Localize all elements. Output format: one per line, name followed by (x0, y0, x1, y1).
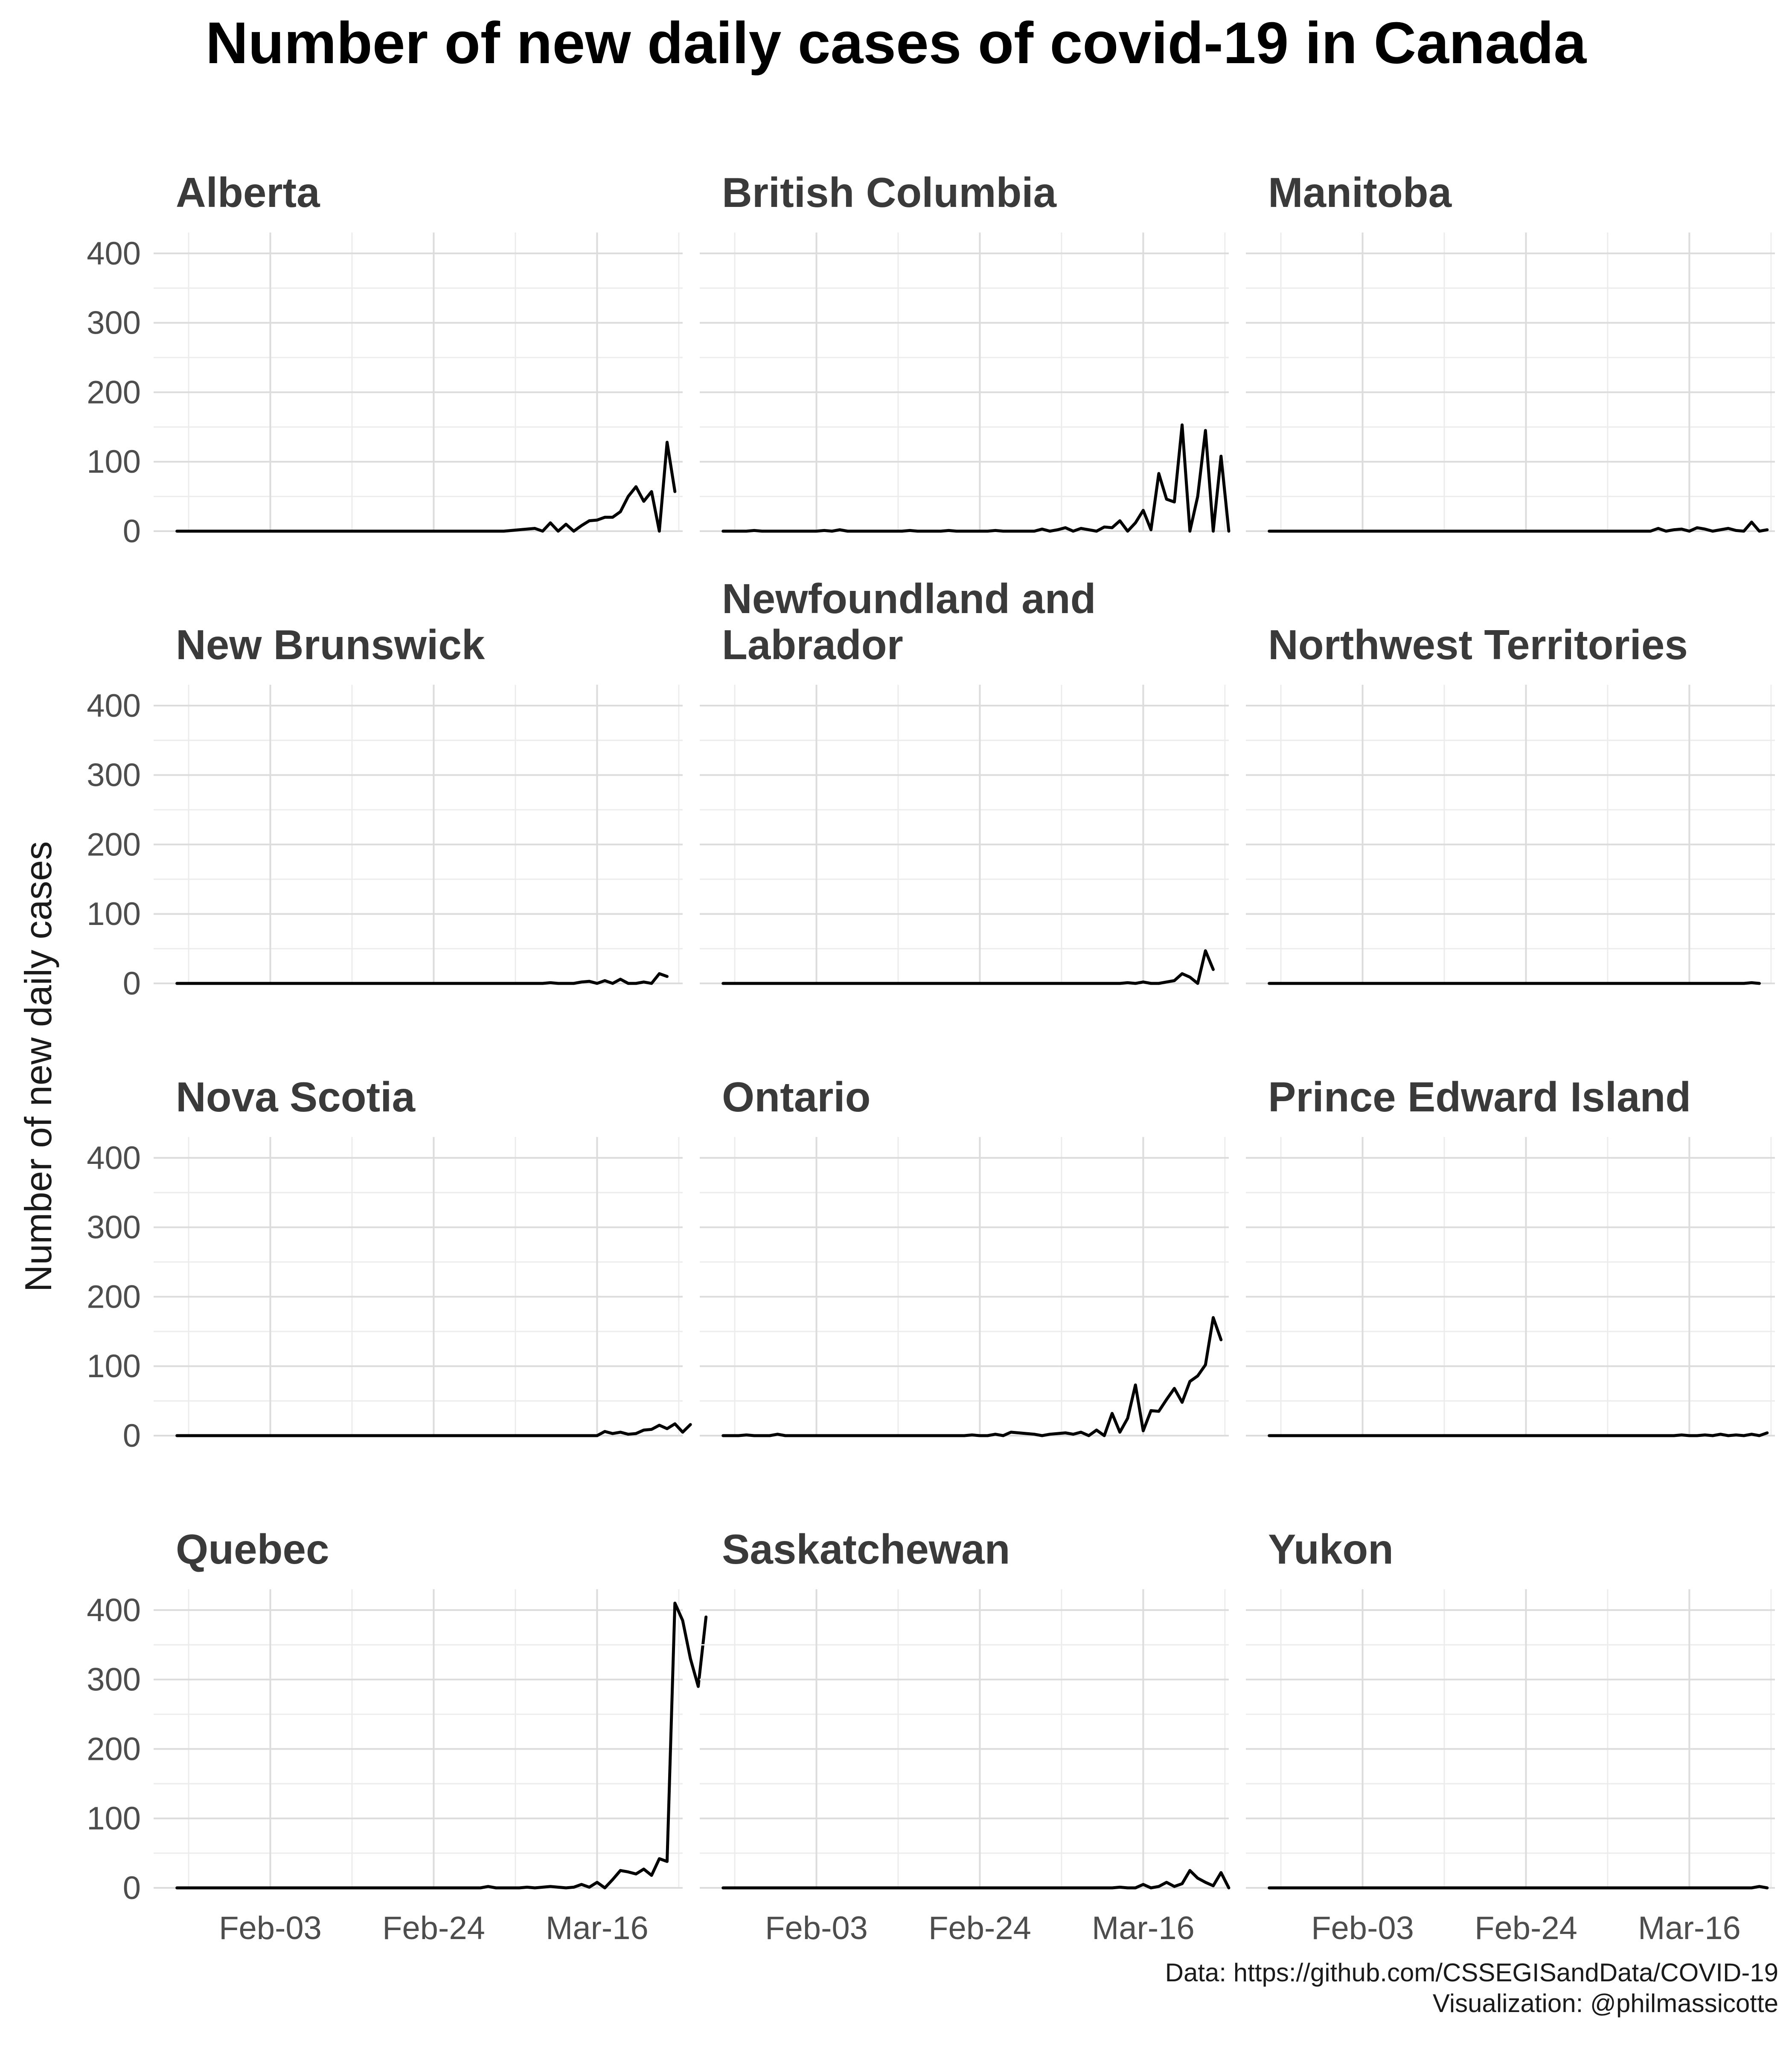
y-tick-label: 300 (87, 1210, 141, 1246)
facet-panel-northwest-territories: Northwest Territories (1246, 621, 1775, 985)
facet-panel-prince-edward-island: Prince Edward Island (1246, 1073, 1775, 1437)
caption-data-source: Data: https://github.com/CSSEGISandData/… (1165, 1958, 1778, 1987)
facet-title: Saskatchewan (722, 1526, 1010, 1573)
series-line-yukon (1268, 1885, 1769, 1890)
series-line-ontario (721, 1316, 1223, 1437)
facet-panel-nova-scotia: Nova Scotia 0 100 200 300 400 (87, 1073, 692, 1454)
x-tick-label: Mar-16 (1092, 1910, 1195, 1946)
series-line-saskatchewan (721, 1869, 1231, 1890)
y-tick-label: 200 (87, 374, 141, 410)
facet-panel-manitoba: Manitoba (1246, 169, 1775, 533)
series-line-nova-scotia (175, 1422, 692, 1437)
series-line-alberta (175, 441, 677, 533)
facet-title: Ontario (722, 1073, 870, 1120)
series-line-british-columbia (721, 423, 1231, 533)
y-tick-label: 100 (87, 1800, 141, 1837)
y-tick-label: 200 (87, 1279, 141, 1315)
x-tick-label: Mar-16 (1638, 1910, 1741, 1946)
facet-panel-new-brunswick: New Brunswick 0 100 200 300 400 (87, 621, 683, 1002)
series-line-manitoba (1268, 520, 1769, 533)
facet-title: New Brunswick (176, 621, 485, 668)
y-tick-label: 200 (87, 826, 141, 863)
x-tick-label: Feb-03 (765, 1910, 868, 1946)
x-tick-label: Feb-24 (1475, 1910, 1577, 1946)
y-axis-label: Number of new daily cases (17, 841, 59, 1292)
y-tick-label: 100 (87, 444, 141, 480)
facet-title: Nova Scotia (176, 1073, 416, 1120)
facet-title: Prince Edward Island (1268, 1073, 1691, 1120)
facet-title: Yukon (1268, 1526, 1393, 1573)
facet-panel-alberta: Alberta 0 100 200 300 400 (87, 169, 683, 550)
series-line-prince-edward-island (1268, 1431, 1769, 1437)
y-tick-label: 100 (87, 896, 141, 932)
x-tick-label: Feb-03 (1311, 1910, 1414, 1946)
facet-title: Quebec (176, 1526, 329, 1573)
y-tick-label: 400 (87, 688, 141, 724)
facet-panel-yukon: Yukon Feb-03 Feb-24 Mar-16 (1246, 1526, 1775, 1946)
facet-panel-british-columbia: British Columbia (700, 169, 1231, 533)
series-line-newfoundland-and-labrador (721, 949, 1215, 985)
x-tick-label: Feb-24 (382, 1910, 485, 1946)
caption-visualization-credit: Visualization: @philmassicotte (1433, 1989, 1778, 2018)
facet-title: Newfoundland and Labrador (722, 575, 1096, 668)
y-tick-label: 300 (87, 757, 141, 794)
series-line-new-brunswick (175, 972, 669, 985)
y-tick-label: 300 (87, 1662, 141, 1698)
facet-panel-ontario: Ontario (700, 1073, 1229, 1437)
facet-title: Alberta (176, 169, 320, 216)
y-tick-label: 100 (87, 1348, 141, 1384)
x-tick-label: Mar-16 (546, 1910, 649, 1946)
y-tick-label: 400 (87, 236, 141, 272)
x-tick-label: Feb-24 (928, 1910, 1031, 1946)
y-tick-label: 0 (123, 965, 141, 1002)
facet-panel-quebec: Quebec 0 100 200 300 400 Feb-03 Feb-24 Mar-16 (87, 1526, 708, 1946)
facet-panels: Alberta 0 100 200 300 400 British Columbia Mani… (87, 169, 1775, 1946)
y-tick-label: 400 (87, 1140, 141, 1176)
y-tick-label: 200 (87, 1731, 141, 1767)
facet-title: Northwest Territories (1268, 621, 1688, 668)
y-tick-label: 0 (123, 1418, 141, 1454)
chart-title: Number of new daily cases of covid-19 in… (206, 10, 1587, 76)
y-tick-label: 400 (87, 1592, 141, 1628)
facet-title: Manitoba (1268, 169, 1452, 216)
series-line-quebec (175, 1602, 708, 1890)
y-tick-label: 0 (123, 1870, 141, 1906)
facet-panel-newfoundland-and-labrador: Newfoundland and Labrador (700, 575, 1229, 985)
facet-title: British Columbia (722, 169, 1057, 216)
x-tick-label: Feb-03 (219, 1910, 322, 1946)
y-tick-label: 0 (123, 513, 141, 550)
facet-panel-saskatchewan: Saskatchewan Feb-03 Feb-24 Mar-16 (700, 1526, 1231, 1946)
y-tick-label: 300 (87, 305, 141, 341)
